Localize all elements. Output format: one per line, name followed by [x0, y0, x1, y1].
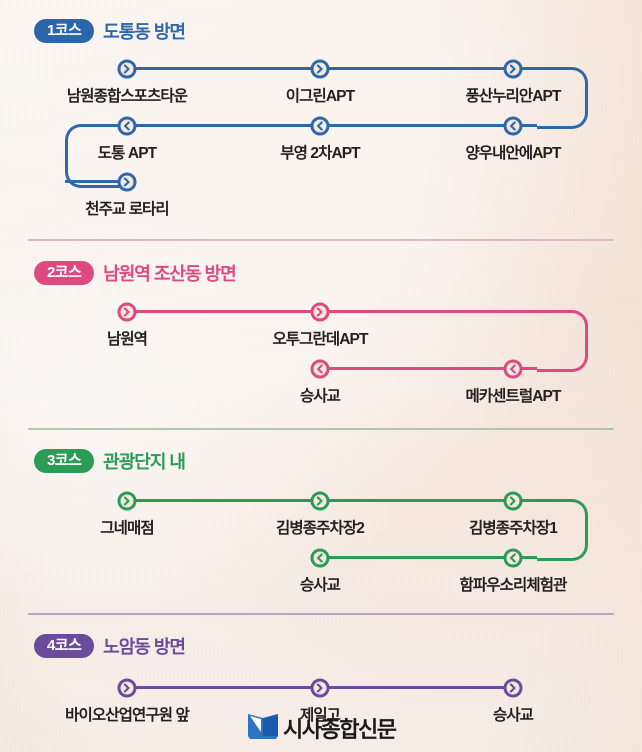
course-badge-2: 2코스: [34, 260, 95, 286]
publisher-watermark: 시사종합신문: [246, 710, 397, 745]
route-elbow-1-right: [537, 67, 588, 129]
route-stop-marker[interactable]: [503, 59, 523, 79]
chevron-right-icon: [503, 678, 523, 698]
route-stop-label: 남원역: [106, 331, 148, 348]
route-stop-label: 제일고: [299, 707, 341, 724]
route-stop-label: 함파우소리체험관: [459, 577, 568, 594]
chevron-left-icon: [503, 359, 523, 379]
route-stop-label: 부영 2차APT: [280, 145, 360, 162]
route-stop-marker[interactable]: [117, 116, 137, 136]
route-line-1-row3: [65, 180, 127, 183]
route-stop-label: 천주교 로타리: [85, 201, 169, 218]
chevron-left-icon: [503, 116, 523, 136]
route-stop-label: 승사교: [492, 707, 534, 724]
chevron-right-icon: [503, 491, 523, 511]
chevron-left-icon: [310, 116, 330, 136]
chevron-right-icon: [117, 678, 137, 698]
publisher-name: 시사종합신문: [283, 716, 397, 742]
course-section-2: 2코스 남원역 조산동 방면 남원역 오투그란데APT 승사교: [0, 248, 642, 420]
route-stop-label: 그네매점: [100, 520, 154, 537]
chevron-right-icon: [117, 59, 137, 79]
route-stop-label: 이그린APT: [285, 88, 355, 105]
chevron-left-icon: [117, 116, 137, 136]
course-direction-3: 관광단지 내: [103, 452, 186, 472]
route-line-3-row2: [320, 556, 537, 559]
route-stop-label: 김병종주차장2: [276, 520, 365, 537]
chevron-left-icon: [310, 548, 330, 568]
chevron-left-icon: [503, 548, 523, 568]
course-direction-4: 노암동 방면: [103, 637, 186, 657]
route-stop-label: 승사교: [299, 388, 341, 405]
route-line-1-row1: [127, 67, 537, 70]
chevron-right-icon: [117, 172, 137, 192]
chevron-right-icon: [310, 491, 330, 511]
course-section-3: 3코스 관광단지 내 그네매점 김병종주차장2 김병종주차장1: [0, 437, 642, 605]
course-badge-3: 3코스: [34, 448, 95, 474]
course-header-4: 4코스 노암동 방면: [34, 633, 186, 659]
route-elbow-3-right: [537, 499, 588, 561]
route-stop-label: 승사교: [299, 577, 341, 594]
route-stop-label: 오투그란데APT: [272, 331, 368, 348]
chevron-left-icon: [310, 359, 330, 379]
route-line-2-row1: [127, 310, 537, 313]
course-section-4: 4코스 노암동 방면 바이오산업연구원 앞 제일고 승사교: [0, 622, 642, 752]
chevron-right-icon: [310, 678, 330, 698]
route-line-1-row2: [127, 124, 537, 127]
route-stop-marker[interactable]: [117, 491, 137, 511]
chevron-right-icon: [310, 59, 330, 79]
route-stop-marker[interactable]: [310, 59, 330, 79]
course-direction-1: 도통동 방면: [103, 22, 186, 42]
route-stop-label: 김병종주차장1: [469, 520, 558, 537]
route-stop-label: 바이오산업연구원 앞: [65, 707, 190, 724]
route-stop-marker[interactable]: [310, 548, 330, 568]
route-stop-marker[interactable]: [503, 116, 523, 136]
chevron-right-icon: [310, 302, 330, 322]
section-divider-3: [28, 613, 614, 615]
course-badge-4: 4코스: [34, 633, 95, 659]
chevron-right-icon: [117, 491, 137, 511]
route-stop-marker[interactable]: [503, 678, 523, 698]
route-stop-marker[interactable]: [117, 302, 137, 322]
route-stop-marker[interactable]: [117, 172, 137, 192]
route-stop-label: 도통 APT: [97, 145, 157, 162]
route-stop-marker[interactable]: [117, 678, 137, 698]
open-book-icon: [246, 710, 280, 745]
route-stop-label: 메카센트럴APT: [465, 388, 561, 405]
route-stop-marker[interactable]: [310, 302, 330, 322]
route-stop-marker[interactable]: [503, 548, 523, 568]
route-stop-marker[interactable]: [503, 359, 523, 379]
section-divider-1: [28, 239, 614, 241]
route-line-3-row1: [127, 499, 537, 502]
route-stop-marker[interactable]: [310, 678, 330, 698]
route-line-2-row2: [320, 367, 537, 370]
section-divider-2: [28, 428, 614, 430]
route-stop-label: 풍산누리안APT: [465, 88, 561, 105]
course-header-3: 3코스 관광단지 내: [34, 448, 186, 474]
course-header-1: 1코스 도통동 방면: [34, 18, 186, 44]
route-stop-label: 양우내안에APT: [465, 145, 561, 162]
course-section-1: 1코스 도통동 방면 남원종합스포츠타운 이그린APT: [0, 0, 642, 235]
route-stop-label: 남원종합스포츠타운: [66, 88, 188, 105]
route-elbow-2-right: [537, 310, 588, 372]
course-badge-1: 1코스: [34, 18, 95, 44]
chevron-right-icon: [117, 302, 137, 322]
route-stop-marker[interactable]: [310, 491, 330, 511]
route-stop-marker[interactable]: [310, 359, 330, 379]
course-header-2: 2코스 남원역 조산동 방면: [34, 260, 237, 286]
course-direction-2: 남원역 조산동 방면: [103, 264, 236, 284]
route-elbow-1-left: [65, 124, 130, 188]
route-stop-marker[interactable]: [117, 59, 137, 79]
chevron-right-icon: [503, 59, 523, 79]
route-stop-marker[interactable]: [310, 116, 330, 136]
route-stop-marker[interactable]: [503, 491, 523, 511]
